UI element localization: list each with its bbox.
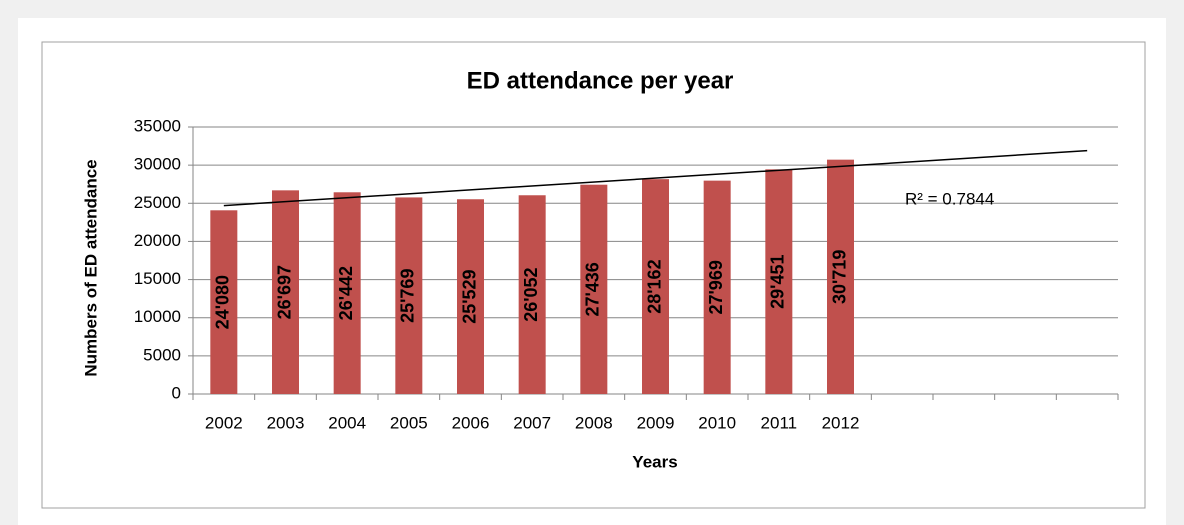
value-label: 25'769: [398, 269, 418, 323]
value-label: 27'969: [706, 260, 726, 314]
y-tick-label: 35000: [134, 116, 181, 135]
value-label: 27'436: [583, 262, 603, 316]
bar: [457, 199, 484, 394]
x-tick-label: 2002: [205, 413, 243, 432]
value-label: 30'719: [829, 250, 849, 304]
value-label: 25'529: [459, 269, 479, 323]
bar: [272, 190, 299, 394]
x-tick-label: 2006: [452, 413, 490, 432]
x-tick-label: 2003: [267, 413, 305, 432]
bar: [395, 197, 423, 394]
bar: [518, 195, 546, 394]
bar: [210, 210, 238, 394]
y-tick-label: 10000: [134, 307, 181, 326]
bar: [703, 180, 731, 394]
value-label: 26'442: [336, 266, 356, 320]
y-tick-label: 25000: [134, 193, 181, 212]
y-tick-label: 5000: [143, 345, 181, 364]
x-tick-label: 2010: [698, 413, 736, 432]
bar: [333, 192, 361, 394]
trendline: [223, 149, 1088, 207]
bar: [827, 159, 854, 394]
bar: [580, 184, 608, 394]
y-tick-label: 15000: [134, 269, 181, 288]
y-tick-label: 0: [172, 383, 181, 402]
x-axis-label: Years: [632, 452, 677, 471]
y-axis-label: Numbers of ED attendance: [81, 159, 100, 376]
bar: [765, 169, 793, 394]
x-tick-label: 2005: [390, 413, 428, 432]
chart-title: ED attendance per year: [467, 67, 734, 94]
y-tick-label: 30000: [134, 155, 181, 174]
value-label: 29'451: [768, 254, 788, 308]
x-tick-label: 2011: [761, 413, 798, 432]
value-label: 28'162: [644, 259, 664, 313]
value-label: 26'697: [274, 265, 294, 319]
x-tick-label: 2008: [575, 413, 613, 432]
x-tick-label: 2004: [328, 413, 366, 432]
y-tick-label: 20000: [134, 231, 181, 250]
x-tick-label: 2012: [822, 413, 860, 432]
x-tick-label: 2007: [513, 413, 551, 432]
bar: [642, 179, 669, 394]
value-label: 26'052: [521, 267, 541, 321]
value-label: 24'080: [213, 275, 233, 329]
x-tick-label: 2009: [637, 413, 675, 432]
r-squared-label: R² = 0.7844: [905, 189, 994, 208]
